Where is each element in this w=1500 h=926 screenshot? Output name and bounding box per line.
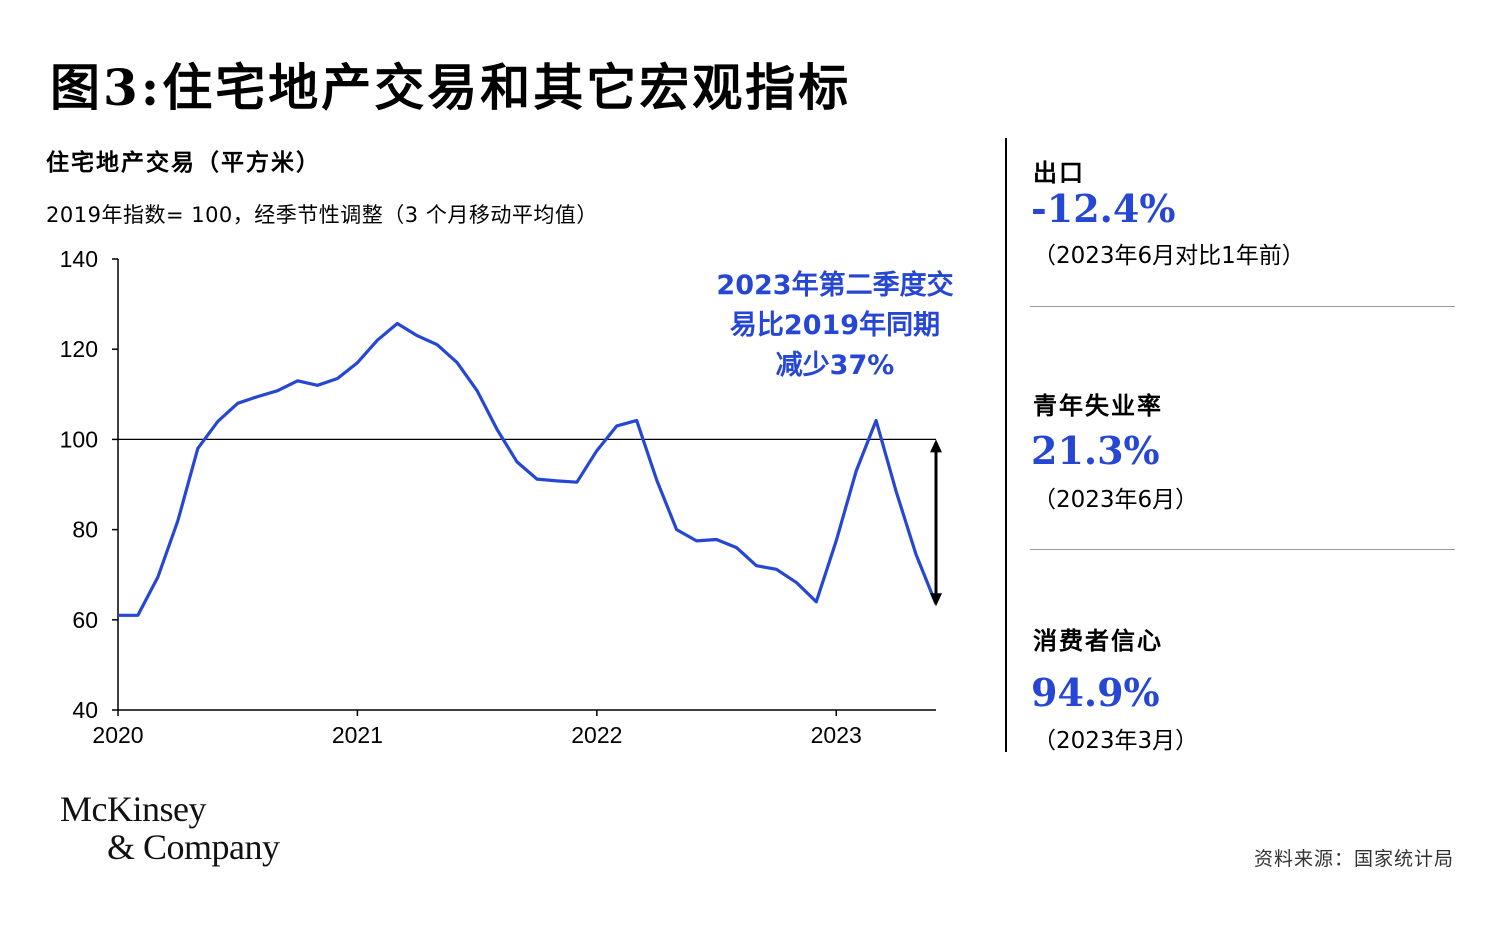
indicator-note-consumer-confidence: （2023年3月） (1033, 728, 1199, 754)
logo-line-2: & Company (107, 827, 280, 867)
source-note: 资料来源：国家统计局 (1253, 848, 1454, 870)
indicator-label-consumer-confidence: 消费者信心 (1033, 627, 1163, 655)
indicator-note-exports: （2023年6月对比1年前） (1033, 243, 1305, 269)
indicator-label-youth-unemployment: 青年失业率 (1033, 392, 1163, 420)
annotation-line-3: 减少37% (775, 350, 895, 381)
y-tick-label: 80 (72, 517, 98, 543)
chart-marks (118, 321, 942, 617)
indicator-divider (1030, 549, 1455, 550)
figure-title: 图3:住宅地产交易和其它宏观指标 (50, 58, 852, 117)
x-tick-label: 2021 (332, 722, 383, 748)
arrow-head-bottom (930, 593, 942, 607)
indicator-value-youth-unemployment: 21.3% (1031, 428, 1160, 473)
indicator-note-youth-unemployment: （2023年6月） (1033, 487, 1199, 513)
logo-line-1: McKinsey (60, 789, 206, 829)
annotation-line-2: 易比2019年同期 (729, 310, 941, 341)
panel-divider (1005, 138, 1007, 752)
indicator-divider (1030, 306, 1455, 307)
x-tick-label: 2020 (92, 722, 143, 748)
y-tick-label: 120 (60, 336, 98, 362)
y-tick-label: 100 (60, 426, 98, 452)
arrow-head-top (930, 439, 942, 453)
series-line (118, 321, 938, 617)
chart-annotation: 2023年第二季度交 易比2019年同期 减少37% (680, 266, 990, 386)
chart-subtitle: 2019年指数= 100，经季节性调整（3 个月移动平均值） (46, 203, 598, 227)
chart-title: 住宅地产交易（平方米） (46, 150, 321, 176)
indicator-value-exports: -12.4% (1031, 186, 1176, 231)
annotation-line-1: 2023年第二季度交 (716, 270, 954, 301)
y-tick-label: 40 (72, 697, 98, 723)
x-tick-label: 2023 (811, 722, 862, 748)
indicator-value-consumer-confidence: 94.9% (1031, 670, 1160, 715)
y-tick-label: 60 (72, 607, 98, 633)
x-tick-label: 2022 (571, 722, 622, 748)
y-tick-label: 140 (60, 246, 98, 272)
company-logo: McKinsey & Company (60, 790, 280, 866)
indicator-label-exports: 出口 (1033, 159, 1085, 187)
